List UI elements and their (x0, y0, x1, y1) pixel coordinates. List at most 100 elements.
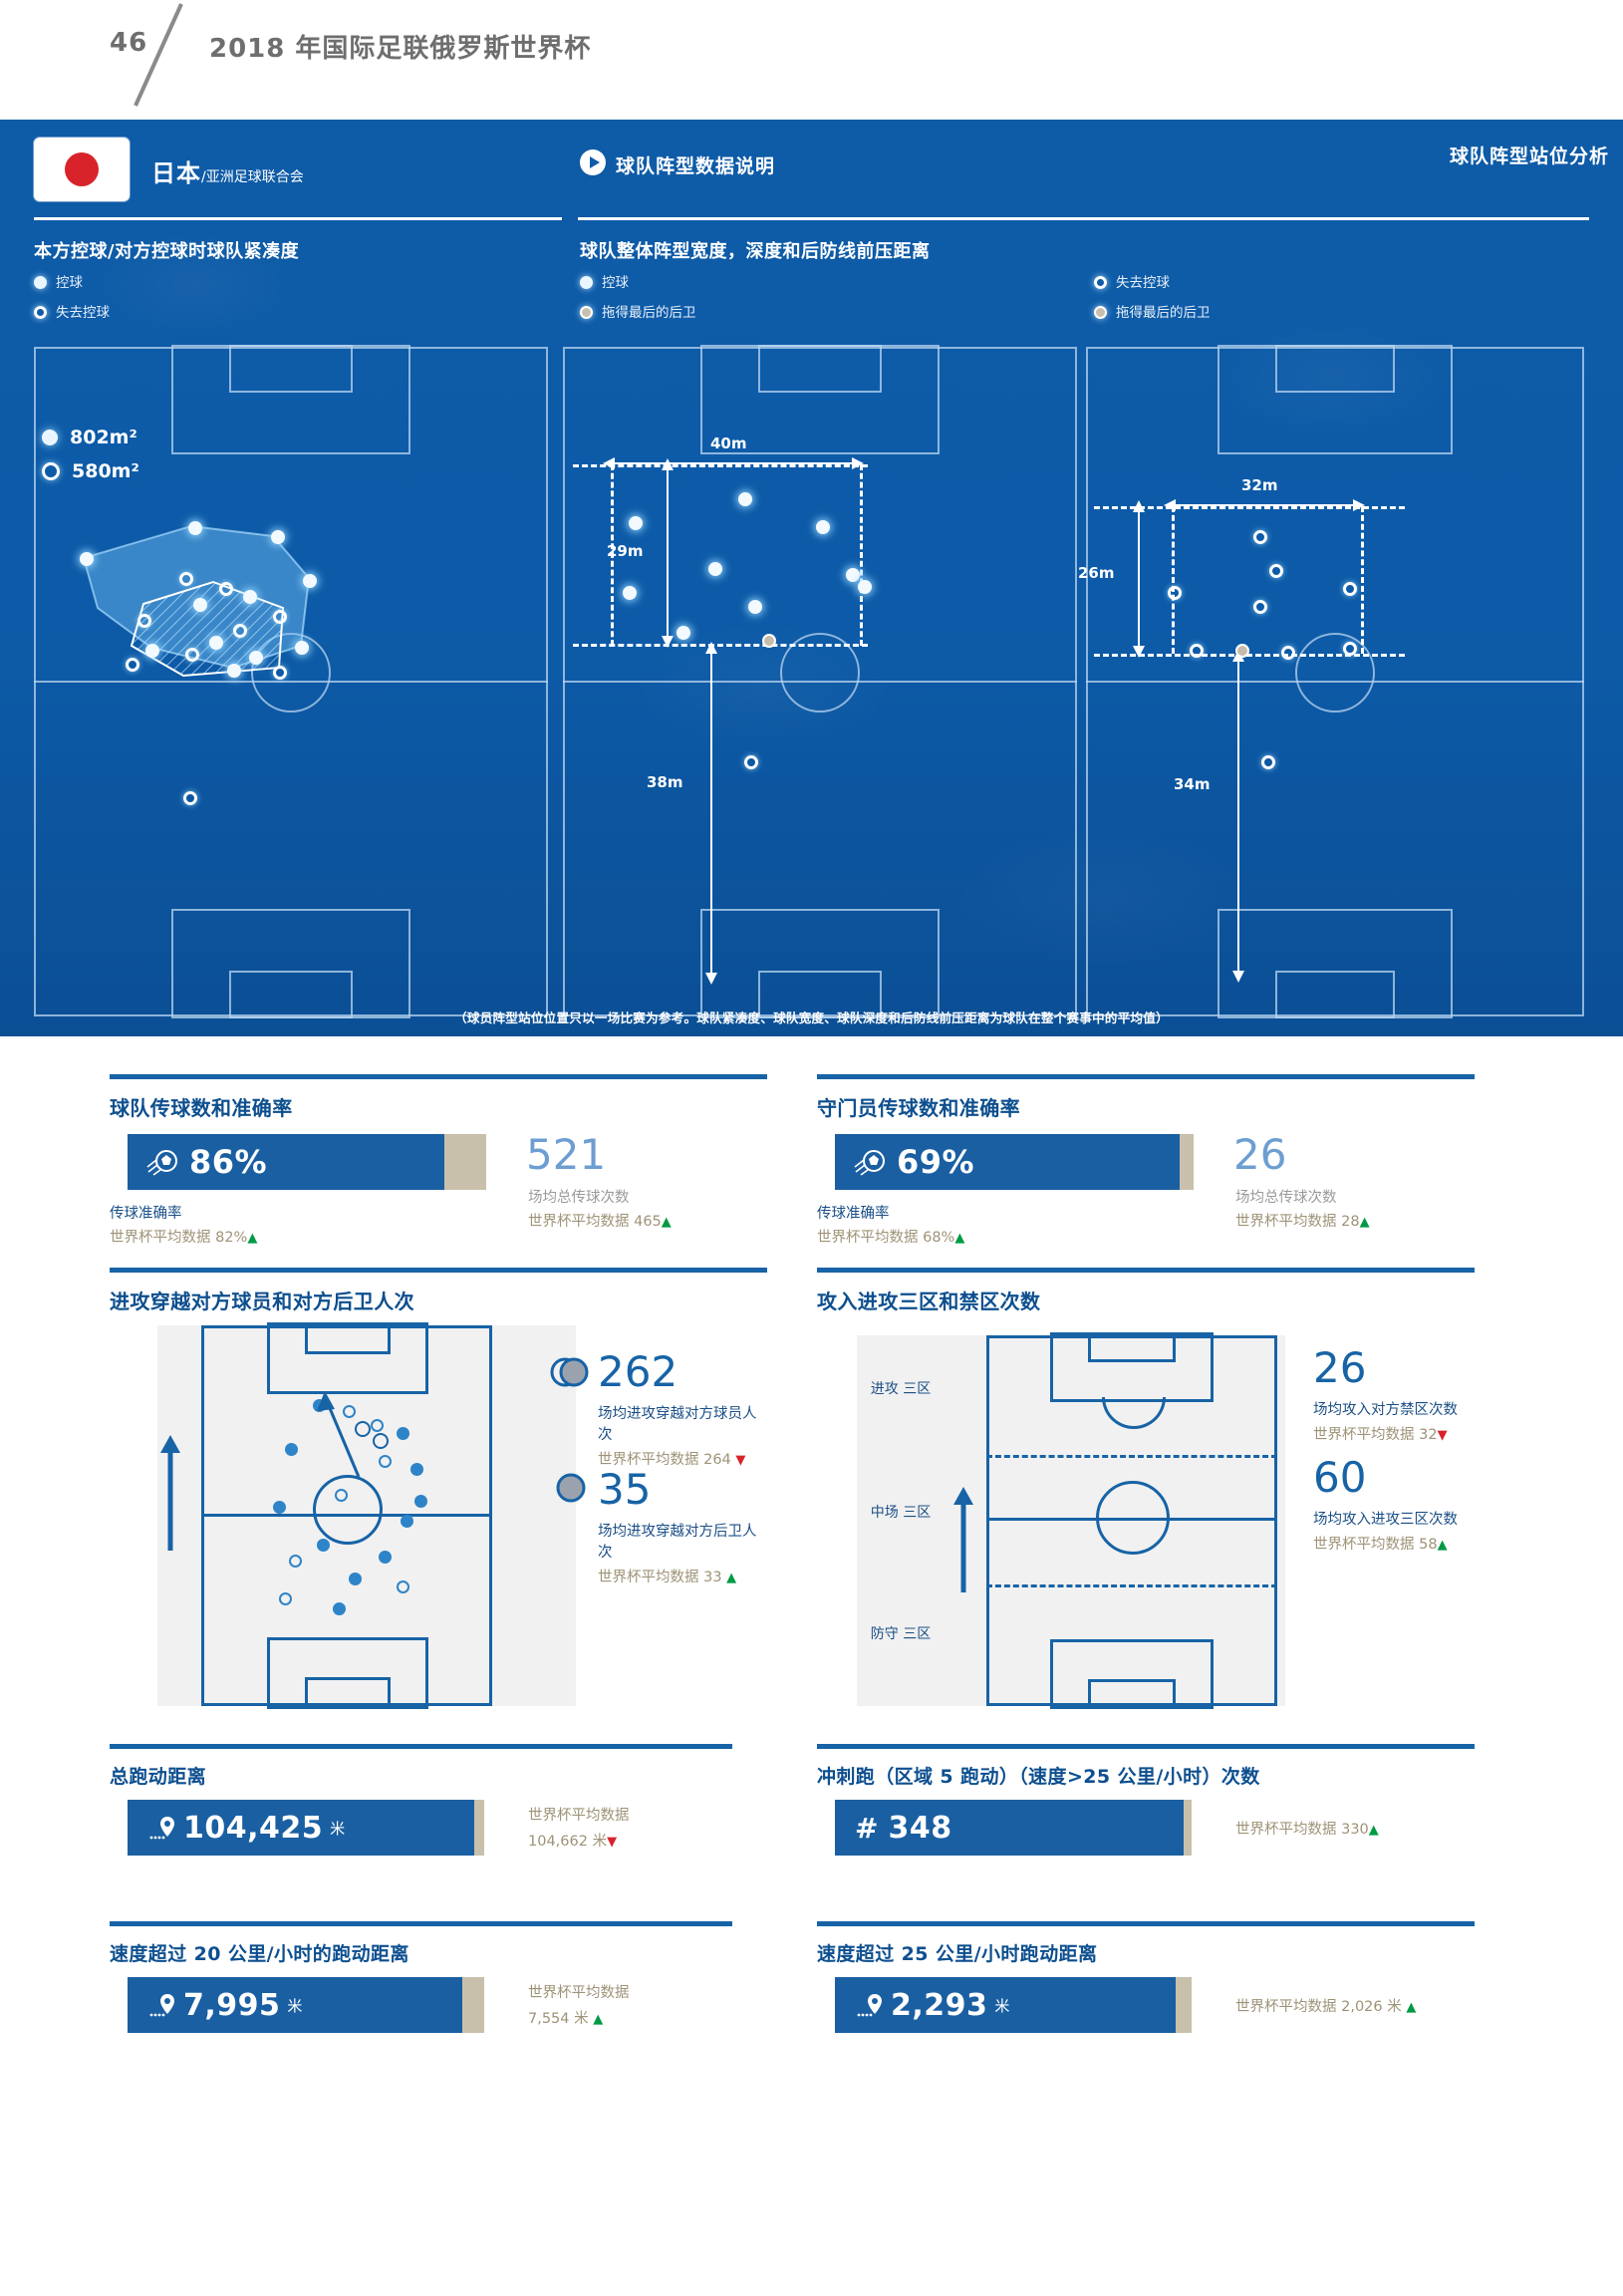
player-dot (623, 586, 637, 600)
last-defender-dot (1235, 644, 1249, 658)
player-ring (273, 610, 287, 624)
player-dot (193, 598, 207, 612)
card-total-distance: 总跑动距离 104,425 米 世界杯平均数据 104,662 米▼ (110, 1744, 767, 1893)
double-circle-icon (550, 1357, 589, 1387)
legend-mid-1: 拖得最后的后卫 (580, 301, 696, 321)
legend-label: 拖得最后的后卫 (1116, 305, 1211, 321)
goalkeeper-ring (1261, 755, 1275, 769)
player-dot (816, 520, 830, 534)
player-ring (1253, 600, 1267, 614)
no-possession-ring-icon (34, 306, 47, 319)
pass-accuracy-label: 传球准确率 (110, 1206, 182, 1222)
formation-banner: 日本/亚洲足球联合会 球队阵型数据说明 球队阵型站位分析 本方控球/对方控球时球… (0, 120, 1623, 1036)
attacking-stat-2: 35 场均进攻穿越对方后卫人次 世界杯平均数据 33 ▲ (556, 1465, 767, 1586)
legend-right-1: 拖得最后的后卫 (1094, 301, 1211, 321)
last-defender-dot-icon (1094, 306, 1107, 319)
avg-value: 58 (1419, 1537, 1438, 1553)
zone-label-mid: 中场 三区 (870, 1505, 932, 1521)
line-height-arrow-icon (705, 642, 717, 985)
compactness-nopossession-value: 580m² (72, 460, 139, 482)
shape-lineheight-label: 38m (647, 773, 683, 791)
gk-pass-accuracy-label: 传球准确率 (817, 1206, 890, 1222)
depth-arrow-icon (662, 458, 674, 648)
shape-depth-label: 29m (607, 542, 644, 560)
player-dot (243, 590, 257, 604)
card-distance-20: 速度超过 20 公里/小时的跑动距离 7,995 米 世界杯平均数据 7,554… (110, 1921, 767, 2071)
defshape-lineheight-label: 34m (1174, 775, 1211, 793)
total-distance-value: 104,425 (183, 1810, 324, 1846)
defshape-depth-label: 26m (1078, 564, 1115, 582)
distance-25-average: 世界杯平均数据 2,026 米 ▲ (1235, 1995, 1416, 2016)
attack-through-defenders-value: 35 (598, 1465, 652, 1514)
distance-20-bar: 7,995 米 (128, 1977, 462, 2033)
width-arrow-icon (1164, 499, 1365, 511)
avg-value: 32 (1419, 1427, 1438, 1443)
gk-total-passes-average: 世界杯平均数据 28▲ (1235, 1210, 1370, 1231)
page-number: 46 (110, 28, 148, 58)
legend-label: 拖得最后的后卫 (602, 305, 696, 321)
banner-footnote: （球员阵型站位位置只以一场比赛为参考。球队紧凑度、球队宽度、球队深度和后防线前压… (454, 1010, 1169, 1025)
depth-arrow-icon (1133, 500, 1145, 658)
location-pin-icon (149, 1813, 179, 1843)
formation-data-note-label[interactable]: 球队阵型数据说明 (616, 155, 776, 177)
avg-value: 7,554 米 (528, 2011, 589, 2027)
trend-up-icon: ▲ (1437, 1538, 1448, 1553)
player-dot (303, 574, 317, 588)
final-third-entries-label: 场均攻入进攻三区次数 (1313, 1512, 1458, 1528)
final-third-entries-average: 世界杯平均数据 58▲ (1313, 1533, 1458, 1554)
pass-accuracy-average: 世界杯平均数据 82%▲ (110, 1226, 257, 1247)
player-ring (1190, 644, 1204, 658)
trend-up-icon: ▲ (247, 1231, 258, 1246)
last-defender-dot (762, 634, 776, 648)
card-entries: 攻入进攻三区和禁区次数 进攻 三区 中场 三区 防守 三区 26 场均攻入对方禁… (817, 1268, 1475, 1716)
last-defender-dot-icon (580, 306, 593, 319)
player-dot (271, 530, 285, 544)
player-dot (748, 600, 762, 614)
divider-right (578, 217, 1589, 220)
legend-label: 失去控球 (1116, 275, 1170, 291)
legend-label: 失去控球 (56, 305, 110, 321)
player-dot (209, 636, 223, 650)
player-ring (1168, 586, 1182, 600)
player-ring (179, 572, 193, 586)
total-distance-average-prefix: 世界杯平均数据 (528, 1808, 630, 1824)
avg-prefix: 世界杯平均数据 (110, 1230, 211, 1246)
hash-icon: # (855, 1811, 879, 1845)
direction-arrow-icon (953, 1487, 973, 1592)
avg-value: 68% (923, 1230, 955, 1246)
location-pin-icon (857, 1990, 887, 2020)
avg-prefix: 世界杯平均数据 (817, 1230, 919, 1246)
divider-left (34, 217, 562, 220)
pitch-shape-possession: 40m 29m 38m (563, 345, 1077, 1018)
card-team-passes: 球队传球数和准确率 86% 传球准确率 世界杯平均数据 82%▲ 521 场均总… (110, 1074, 767, 1264)
card-sprints: 冲刺跑（区域 5 跑动）（速度>25 公里/小时）次数 # 348 世界杯平均数… (817, 1744, 1475, 1893)
zone-label-defence: 防守 三区 (870, 1626, 932, 1642)
gk-pass-accuracy-value: 69% (897, 1143, 975, 1181)
distance-25-bar: 2,293 米 (835, 1977, 1176, 2033)
avg-prefix: 世界杯平均数据 (1313, 1427, 1415, 1443)
legend-mid-0: 控球 (580, 271, 629, 291)
team-confederation: /亚洲足球联合会 (201, 169, 304, 185)
distance-20-average: 7,554 米 ▲ (528, 2007, 603, 2028)
attack-through-defenders-label: 场均进攻穿越对方后卫人次 (598, 1524, 757, 1561)
player-dot (846, 568, 860, 582)
player-dot (188, 521, 202, 535)
player-ring (1343, 642, 1357, 656)
total-passes-average: 世界杯平均数据 465▲ (528, 1210, 672, 1231)
shape-width-label: 40m (710, 434, 747, 452)
possession-dot-icon (34, 276, 47, 289)
play-icon[interactable] (580, 149, 606, 175)
avg-prefix: 世界杯平均数据 (528, 1214, 630, 1230)
page-title: 2018 年国际足联俄罗斯世界杯 (209, 34, 592, 64)
box-entries-average: 世界杯平均数据 32▼ (1313, 1423, 1458, 1444)
gk-pass-accuracy-average: 世界杯平均数据 68%▲ (817, 1226, 964, 1247)
circle-icon (556, 1473, 586, 1503)
page-header: 46 2018 年国际足联俄罗斯世界杯 (0, 0, 1623, 120)
final-third-entries-value: 60 (1313, 1453, 1367, 1502)
avg-value: 28 (1341, 1214, 1360, 1230)
possession-dot-icon (580, 276, 593, 289)
card-gk-passes: 守门员传球数和准确率 69% 传球准确率 世界杯平均数据 68%▲ 26 场均总… (817, 1074, 1475, 1264)
legend-left-1: 失去控球 (34, 301, 110, 321)
trend-down-icon: ▼ (1437, 1428, 1448, 1443)
trend-up-icon: ▲ (1406, 2000, 1417, 2015)
